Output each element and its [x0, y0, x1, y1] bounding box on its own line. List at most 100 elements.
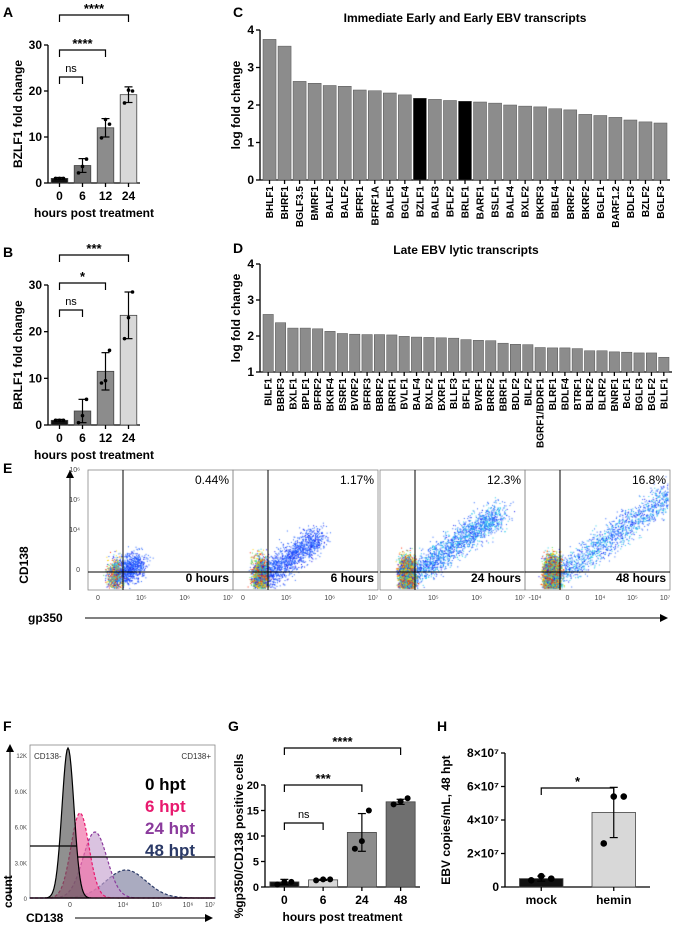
x-tick-label: -10⁴: [528, 595, 541, 602]
data-point: [53, 418, 58, 423]
x-tick-label: BBRF1: [499, 378, 510, 412]
legend-entry: 0 hpt: [145, 775, 186, 794]
y-tick-label: 1: [247, 136, 254, 150]
data-point: [57, 176, 62, 181]
bar: [658, 356, 670, 373]
y-tick-label: 20: [29, 325, 43, 339]
x-tick-label: BILF2: [523, 378, 534, 406]
bar: [534, 347, 546, 373]
x-tick-label: BLLF3: [449, 378, 460, 410]
bar: [472, 340, 484, 373]
quadrant-percentage: 0.44%: [195, 473, 229, 487]
data-point: [365, 807, 372, 814]
y-tick-label: 0: [35, 176, 42, 190]
x-tick-label: 0: [68, 902, 72, 909]
bar: [621, 351, 633, 373]
x-tick-label: BALF2: [340, 186, 351, 219]
y-tick-label: 9.0K: [15, 790, 27, 796]
x-tick-label: 6: [79, 431, 86, 445]
x-tick-label: BGLF2: [647, 378, 658, 411]
x-tick-label: 10⁵: [281, 595, 292, 602]
bar: [510, 344, 521, 373]
bar: [262, 314, 274, 373]
data-point: [61, 176, 66, 181]
bar: [503, 104, 517, 181]
x-tick-label: BARF1: [476, 186, 487, 220]
bar: [460, 339, 472, 373]
legend-entry: 24 hpt: [145, 819, 195, 838]
bar: [413, 98, 427, 181]
x-tick-label: 12: [99, 431, 113, 445]
x-tick-label: 10⁶: [471, 595, 482, 602]
x-tick-label: BGLF3: [656, 186, 667, 219]
x-tick-label: BNRF1: [610, 378, 621, 412]
data-point: [53, 176, 58, 181]
x-tick-label: 10⁵: [152, 902, 163, 909]
x-tick-label: BXLF2: [521, 186, 532, 218]
y-tick-label: 30: [29, 38, 43, 52]
data-point: [320, 876, 327, 883]
y-tick-label: 10: [247, 831, 259, 843]
bar: [277, 45, 292, 181]
x-tick-label: BALF2: [325, 186, 336, 219]
x-tick-label: 24: [355, 893, 369, 907]
x-tick-label: BALF4: [412, 378, 423, 411]
x-tick-label: hemin: [596, 893, 631, 907]
data-point: [600, 840, 608, 847]
y-tick-label: 3.0K: [15, 861, 27, 867]
data-point: [107, 122, 112, 126]
bar: [653, 122, 668, 181]
bar: [473, 101, 487, 181]
legend-entry: 48 hpt: [145, 841, 195, 860]
bar: [608, 117, 623, 181]
x-tick-label: BRLF1: [461, 186, 472, 219]
bar: [411, 336, 422, 373]
x-tick-label: BHRF1: [280, 186, 291, 220]
bar: [547, 347, 558, 373]
legend-entry: 6 hpt: [145, 797, 186, 816]
significance-bracket: [283, 822, 324, 830]
data-point: [327, 876, 334, 883]
bar: [383, 92, 397, 181]
flow-plot-frame: [524, 469, 671, 591]
x-tick-label: 0: [56, 431, 63, 445]
y-tick-label: 3: [247, 293, 254, 307]
x-tick-label: 0: [566, 595, 570, 602]
x-tick-label: BLLF1: [659, 378, 670, 410]
bar: [559, 347, 571, 373]
y-axis-label: BZLF1 fold change: [11, 60, 25, 168]
bar: [522, 344, 534, 373]
data-point: [126, 88, 131, 92]
x-tick-label: BZLF1: [415, 186, 426, 218]
bar: [337, 86, 352, 181]
y-axis-label: BRLF1 fold change: [11, 300, 25, 410]
x-tick-label: BARF1.2: [611, 186, 622, 228]
significance-bracket: [58, 282, 107, 290]
x-tick-label: 24: [122, 431, 136, 445]
x-tick-label: BKRF4: [326, 378, 337, 412]
x-tick-label: BGRF1/BDRF1: [536, 378, 547, 448]
x-tick-label: 10⁷: [368, 595, 379, 602]
bar: [448, 337, 460, 373]
bar: [593, 115, 608, 181]
y-tick-label: 10: [29, 130, 43, 144]
bar: [262, 39, 277, 181]
x-tick-label: BLRF2: [585, 378, 596, 411]
y-axis-label: EBV copies/mL, 48 hpt: [439, 755, 453, 884]
bar: [633, 352, 645, 373]
y-tick-label: 3: [247, 61, 254, 75]
bar: [596, 350, 608, 373]
significance-label: ns: [298, 809, 310, 821]
x-tick-label: BFRF1: [355, 186, 366, 219]
x-tick-label: 10⁷: [515, 595, 526, 602]
x-tick-label: 10⁷: [205, 902, 216, 909]
bar: [324, 331, 336, 373]
x-tick-label: BGLF1: [596, 186, 607, 219]
significance-label: *: [575, 774, 581, 789]
x-tick-label: BLRF2: [598, 378, 609, 411]
bar: [292, 81, 307, 181]
x-tick-label: 10⁴: [118, 902, 129, 909]
x-tick-label: BFRF3: [363, 378, 374, 411]
